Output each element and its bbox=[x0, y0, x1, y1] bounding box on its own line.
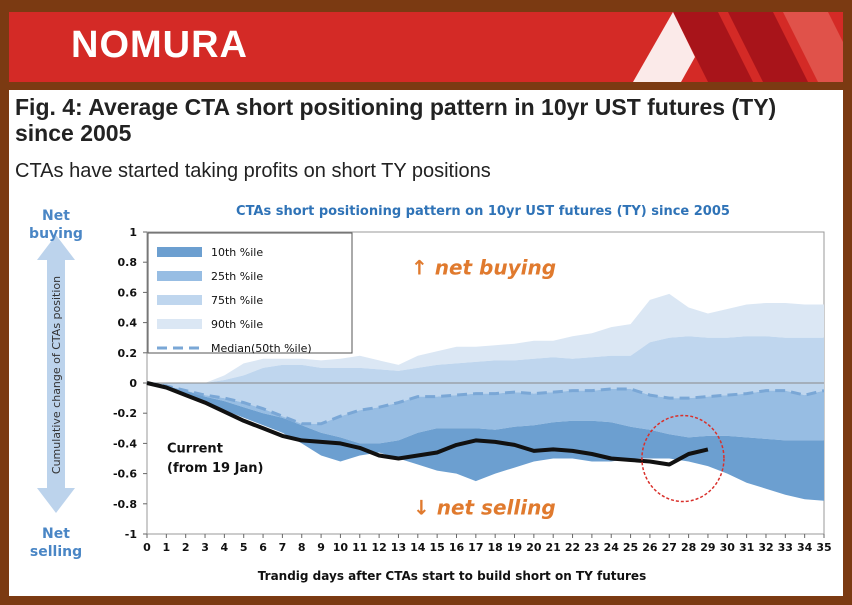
x-tick-label: 30 bbox=[720, 541, 736, 554]
x-tick-label: 0 bbox=[143, 541, 151, 554]
plot-area: 10.80.60.40.20-0.2-0.4-0.6-0.8-10 1 2 3 4 5 6 7… bbox=[113, 226, 832, 554]
band-90th-percentile bbox=[147, 293, 824, 383]
figure-title: Fig. 4: Average CTA short positioning pa… bbox=[15, 94, 777, 146]
legend-label: 90th %ile bbox=[211, 318, 263, 331]
x-tick-label: 1 bbox=[163, 541, 171, 554]
current-label-date: (from 19 Jan) bbox=[167, 461, 263, 476]
x-tick-label: 2 bbox=[182, 541, 190, 554]
x-tick-label: 21 bbox=[546, 541, 561, 554]
y-tick-label: -1 bbox=[125, 528, 137, 541]
percentile-chart: Net buying Net selling Cumulative change o… bbox=[29, 204, 832, 583]
net-buying-label: Net buying bbox=[29, 208, 83, 242]
net-selling-label: Net selling bbox=[30, 526, 82, 560]
y-tick-label: 0.6 bbox=[118, 286, 138, 299]
net-direction-arrow bbox=[37, 235, 75, 513]
x-tick-label: 31 bbox=[739, 541, 754, 554]
highlight-ellipse bbox=[641, 414, 725, 503]
x-tick-label: 27 bbox=[662, 541, 677, 554]
x-tick-label: 25 bbox=[623, 541, 638, 554]
legend-swatch bbox=[157, 271, 202, 281]
legend-label: 10th %ile bbox=[211, 246, 263, 259]
legend-label: 75th %ile bbox=[211, 294, 263, 307]
x-axis-label: Trandig days after CTAs start to build s… bbox=[258, 569, 646, 583]
x-tick-label: 11 bbox=[352, 541, 367, 554]
legend-swatch bbox=[157, 247, 202, 257]
x-tick-label: 33 bbox=[778, 541, 793, 554]
y-tick-label: 0 bbox=[129, 377, 137, 390]
x-tick-label: 28 bbox=[681, 541, 696, 554]
figure-panel: Fig. 4: Average CTA short positioning pa… bbox=[9, 90, 843, 596]
x-tick-label: 32 bbox=[758, 541, 773, 554]
nomura-banner: NOMURA bbox=[9, 12, 843, 82]
x-tick-label: 16 bbox=[449, 541, 465, 554]
x-tick-label: 18 bbox=[488, 541, 503, 554]
x-tick-label: 10 bbox=[333, 541, 349, 554]
y-tick-label: -0.4 bbox=[113, 437, 137, 450]
net-buying-annotation: ↑ net buying bbox=[411, 255, 556, 279]
x-tick-label: 23 bbox=[584, 541, 599, 554]
net-selling-annotation: ↓ net selling bbox=[413, 495, 556, 519]
x-tick-label: 35 bbox=[816, 541, 831, 554]
x-tick-label: 5 bbox=[240, 541, 248, 554]
legend-label: Median(50th %ile) bbox=[211, 342, 312, 355]
legend-swatch bbox=[157, 319, 202, 329]
y-tick-label: -0.2 bbox=[113, 407, 137, 420]
x-tick-label: 9 bbox=[317, 541, 325, 554]
x-tick-label: 12 bbox=[371, 541, 386, 554]
legend-label: 25th %ile bbox=[211, 270, 263, 283]
y-tick-label: -0.8 bbox=[113, 498, 137, 511]
x-tick-label: 22 bbox=[565, 541, 580, 554]
x-tick-label: 34 bbox=[797, 541, 813, 554]
x-tick-label: 19 bbox=[507, 541, 522, 554]
current-label: Current bbox=[167, 441, 223, 456]
x-tick-label: 14 bbox=[410, 541, 426, 554]
x-tick-label: 20 bbox=[526, 541, 542, 554]
x-tick-label: 29 bbox=[700, 541, 715, 554]
x-tick-label: 8 bbox=[298, 541, 306, 554]
x-tick-label: 15 bbox=[429, 541, 444, 554]
median-line bbox=[146, 381, 825, 426]
y-tick-label: -0.6 bbox=[113, 468, 137, 481]
chart-title: CTAs short positioning pattern on 10yr U… bbox=[236, 204, 730, 219]
band-75th-percentile bbox=[147, 336, 824, 424]
y-axis-label: Cumulative change of CTAs position bbox=[50, 276, 63, 474]
y-tick-label: 0.2 bbox=[118, 347, 138, 360]
chart-legend: 10th %ile 25th %ile 75th %ile 90th %ile Medi… bbox=[147, 232, 353, 355]
x-tick-label: 26 bbox=[642, 541, 658, 554]
x-tick-label: 3 bbox=[201, 541, 209, 554]
nomura-logo: NOMURA bbox=[71, 24, 248, 66]
x-tick-label: 24 bbox=[604, 541, 620, 554]
y-tick-label: 1 bbox=[129, 226, 137, 239]
y-tick-label: 0.8 bbox=[118, 256, 138, 269]
y-tick-label: 0.4 bbox=[118, 317, 138, 330]
current-line bbox=[146, 381, 709, 467]
logo-chevron-mark-icon bbox=[633, 12, 843, 82]
x-tick-label: 17 bbox=[468, 541, 483, 554]
x-tick-label: 4 bbox=[221, 541, 229, 554]
x-tick-label: 7 bbox=[279, 541, 287, 554]
legend-swatch bbox=[157, 295, 202, 305]
figure-subtitle: CTAs have started taking profits on shor… bbox=[15, 160, 491, 182]
x-tick-label: 13 bbox=[391, 541, 406, 554]
x-tick-label: 6 bbox=[259, 541, 267, 554]
